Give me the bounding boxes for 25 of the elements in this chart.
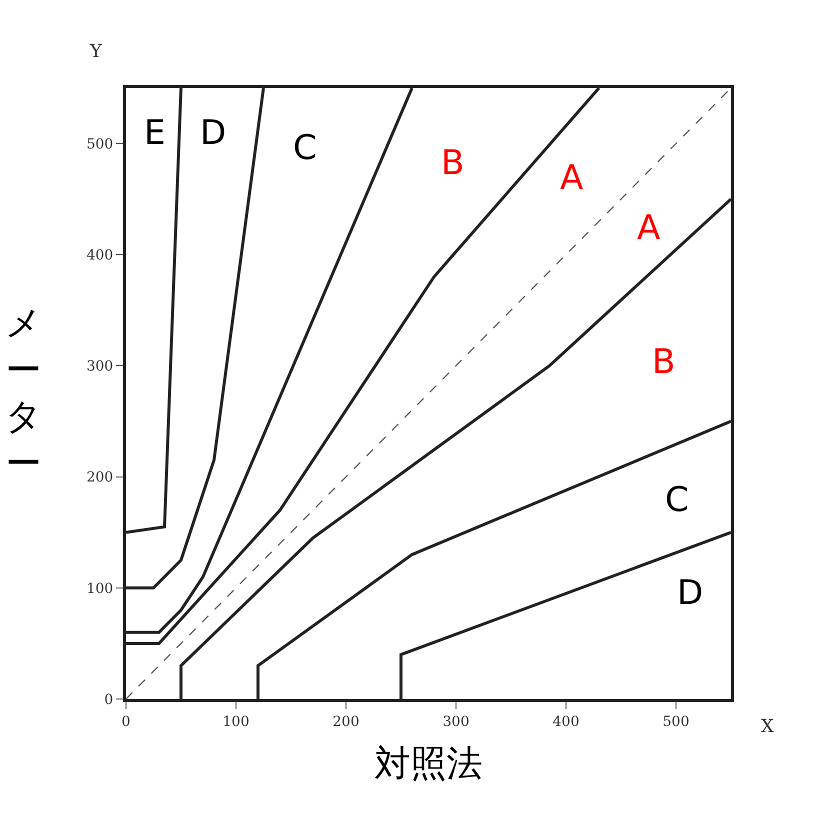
y-tick-label: 200 — [86, 470, 114, 486]
annotation: A — [560, 158, 584, 198]
x-tick-label: 200 — [332, 714, 360, 730]
y-tick-label: 300 — [86, 358, 114, 375]
annotation: E — [144, 113, 166, 153]
y-tick-label: 0 — [104, 692, 114, 708]
x-axis-title: 対照法 — [374, 744, 482, 784]
annotation: B — [652, 342, 676, 382]
text: Y — [89, 41, 103, 62]
annotation: A — [637, 208, 660, 248]
y-tick-label: 400 — [86, 248, 114, 264]
annotation: B — [441, 143, 464, 183]
y-axis-title: メーター — [5, 303, 42, 484]
text: X — [761, 716, 774, 737]
annotation: D — [677, 573, 704, 613]
x-tick-label: 400 — [552, 714, 580, 730]
x-tick-label: 500 — [662, 714, 690, 730]
x-tick-label: 300 — [442, 714, 470, 730]
x-tick-label: 0 — [122, 714, 130, 730]
y-tick-label: 500 — [86, 136, 114, 152]
annotation: C — [293, 128, 317, 168]
y-tick-label: 100 — [86, 580, 114, 597]
annotation: C — [665, 480, 689, 520]
annotation: D — [200, 113, 226, 153]
x-tick-label: 100 — [222, 714, 250, 730]
